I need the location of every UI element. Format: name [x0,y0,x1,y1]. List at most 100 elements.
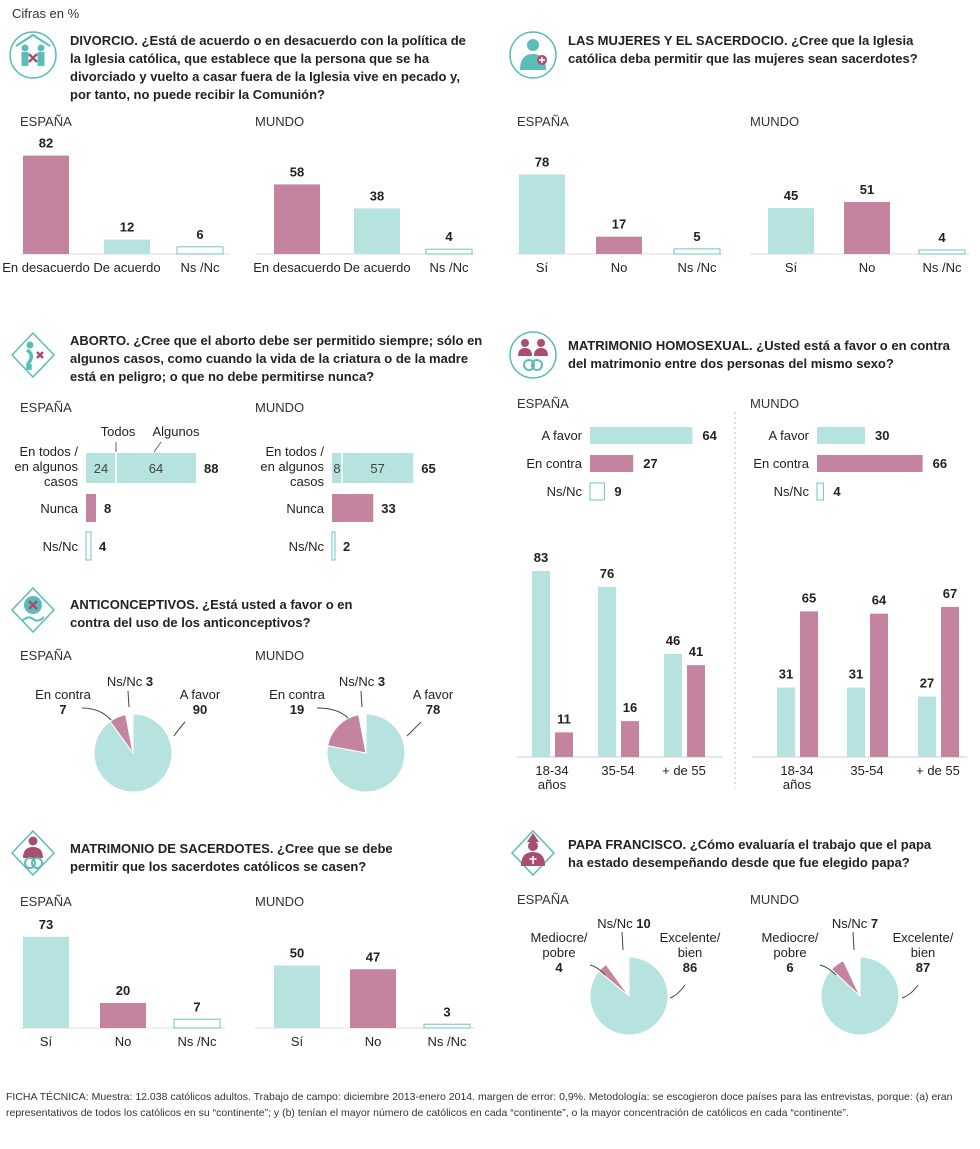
mujeres_es-value-0: 78 [535,154,549,169]
papa_es-pointer-main [669,984,686,999]
sac_mu-value-2: 3 [443,1004,450,1019]
anti_es-label-ns: Ns/Nc 3 [107,674,153,689]
homo_mu_age-value-1-0: 31 [849,667,863,682]
papa_es-value-main: 86 [683,960,697,975]
sac_es-value-2: 7 [193,999,200,1014]
homo_es_age-value-2-1: 41 [689,644,703,659]
mujeres_es-category-0: Sí [536,260,549,275]
homo_mu_h-bar-1 [817,455,923,472]
aborto_mu-value-0: 65 [421,461,435,476]
papa_es-label-sec-b: pobre [542,945,575,960]
homo_mu_age-bar-1-0 [847,687,865,757]
sac_mu-value-1: 47 [366,949,380,964]
papa_es-label-ns: Ns/Nc 10 [597,916,650,931]
sac_es-bar-1 [100,1003,146,1028]
question-aborto: ABORTO. ¿Cree que el aborto debe ser per… [70,333,483,384]
aborto_mu-row-label-0-b: en algunos [260,459,324,474]
homo_es_age-value-1-1: 16 [623,700,637,715]
homo_mu_age-bar-0-0 [777,687,795,757]
aborto_mu-row-label-0-c: casos [290,474,324,489]
couple-church-icon [9,31,57,79]
sac_mu-region-label: MUNDO [255,894,304,909]
papa_mu-value-main: 87 [916,960,930,975]
homo_mu_h-value-0: 30 [875,428,889,443]
anti_es-slice-2 [125,713,134,754]
two-people-rings-icon [509,331,557,379]
anti_mu-slice-1 [327,714,367,754]
homo_mu_age-bar-2-1 [941,606,959,757]
homo_mu_h-category-2: Ns/Nc [774,484,810,499]
homo_es_age-category-2: + de 55 [662,763,706,778]
homo_es_h-region-label: ESPAÑA [517,396,569,411]
aborto_es-row-label-0-a: En todos / [19,444,78,459]
anti_mu-label-sec: En contra [269,687,325,702]
sac_es-bar-2 [173,1018,221,1029]
aborto_es-segment-pointer-1 [153,441,162,453]
aborto_mu-region-label: MUNDO [255,400,304,415]
question-mujeres: LAS MUJERES Y EL SACERDOCIO. ¿Cree que l… [568,33,918,66]
papa_mu-label-sec-a: Mediocre/ [761,930,818,945]
papa_es-label-main-a: Excelente/ [660,930,721,945]
divorcio_mu-bar-0 [274,184,320,254]
aborto_mu-segment-1: 57 [370,461,384,476]
divorcio_es-region-label: ESPAÑA [20,114,72,129]
anti_mu-value-ns: 3 [378,674,385,689]
anti_es-pointer-sec [81,707,112,721]
anti_es-label-sec: En contra [35,687,91,702]
question-anticonceptivos: ANTICONCEPTIVOS. ¿Está usted a favor o e… [70,597,353,630]
aborto_es-value-1: 8 [104,501,111,516]
papa_es-slice-2 [605,956,630,998]
aborto_es-segment-0: 24 [94,461,108,476]
homo_es_age-bar-1-0 [598,586,616,757]
homo_mu_h-category-1: En contra [753,456,809,471]
papa_es-value-ns: 10 [636,916,650,931]
papa_mu-label-ns: Ns/Nc 7 [832,916,878,931]
anti_mu-region-label: MUNDO [255,648,304,663]
sac_es-category-2: Ns /Nc [178,1034,218,1049]
anti_mu-slice-2 [358,713,367,754]
sac_es-category-0: Sí [40,1034,53,1049]
pope-icon [510,829,556,877]
mujeres_mu-category-0: Sí [785,260,798,275]
homo_es_h-category-0: A favor [542,428,583,443]
mujeres_es-category-2: Ns /Nc [678,260,718,275]
sac_mu-bar-1 [350,969,396,1028]
homo_mu_h-bar-2 [816,482,824,501]
anti_es-value-ns: 3 [146,674,153,689]
papa_mu-pointer-sec [819,964,837,976]
divorcio_es-value-1: 12 [120,220,134,235]
sac_mu-category-1: No [365,1034,382,1049]
sac_mu-category-2: Ns /Nc [428,1034,468,1049]
aborto_es-row-label-1: Nunca [40,501,78,516]
sac_es-value-0: 73 [39,917,53,932]
papa_mu-pointer-ns [852,931,855,951]
aborto_es-region-label: ESPAÑA [20,400,72,415]
sac_es-value-1: 20 [116,983,130,998]
mujeres_mu-value-1: 51 [860,182,874,197]
anti_mu-pointer-ns [360,690,363,708]
contraceptive-icon [10,586,56,634]
mujeres_es-bar-1 [596,236,642,254]
homo_es_age-category-1: 35-54 [601,763,634,778]
anti_mu-pointer-main [406,721,422,737]
divorcio_mu-bar-1 [354,208,400,254]
papa_mu-slice-2 [842,956,861,997]
divorcio_es-bar-1 [104,239,150,254]
mujeres_mu-category-2: Ns /Nc [923,260,963,275]
aborto_es-segment-label-1: Algunos [153,424,200,439]
homo_es_h-bar-2 [589,482,605,501]
homo_es_age-bar-2-0 [664,653,682,757]
divorcio_mu-category-0: En desacuerdo [253,260,340,275]
sac_es-region-label: ESPAÑA [20,894,72,909]
divorcio_mu-category-2: Ns /Nc [430,260,470,275]
homo_mu_age-category-1: 35-54 [850,763,883,778]
anti_es-value-main: 90 [193,702,207,717]
anti_mu-value-main: 78 [426,702,440,717]
anti_es-label-main: A favor [180,687,221,702]
question-papa: PAPA FRANCISCO. ¿Cómo evaluaría el traba… [568,837,932,870]
anti_mu-value-sec: 19 [290,702,304,717]
papa_es-label-main-b: bien [678,945,703,960]
footnote: FICHA TÉCNICA: Muestra: 12.038 católicos… [6,1091,953,1119]
homo_es_age-value-1-0: 76 [600,566,614,581]
